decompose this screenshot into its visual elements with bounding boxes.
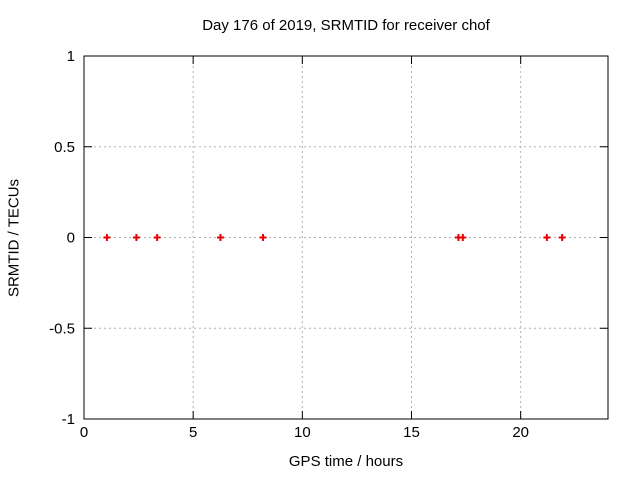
y-tick-label: 0 [67, 230, 75, 247]
data-point-marker [259, 234, 267, 241]
data-point-marker [459, 234, 467, 241]
x-tick-label: 10 [294, 424, 311, 441]
x-tick-label: 20 [512, 424, 529, 441]
data-point-marker [216, 234, 224, 241]
data-point-marker [543, 234, 551, 241]
x-tick-label: 15 [403, 424, 420, 441]
y-tick-label: 1 [67, 48, 75, 65]
data-point-marker [558, 234, 566, 241]
data-point-marker [153, 234, 161, 241]
x-axis-label: GPS time / hours [288, 453, 404, 470]
y-tick-label: -0.5 [49, 320, 75, 337]
x-tick-label: 0 [80, 424, 88, 441]
data-point-marker [132, 234, 140, 241]
x-tick-label: 5 [189, 424, 197, 441]
y-tick-label: 0.5 [54, 139, 75, 156]
y-tick-label: -1 [62, 411, 75, 428]
data-point-marker [103, 234, 111, 241]
chart-title: Day 176 of 2019, SRMTID for receiver cho… [202, 17, 490, 34]
